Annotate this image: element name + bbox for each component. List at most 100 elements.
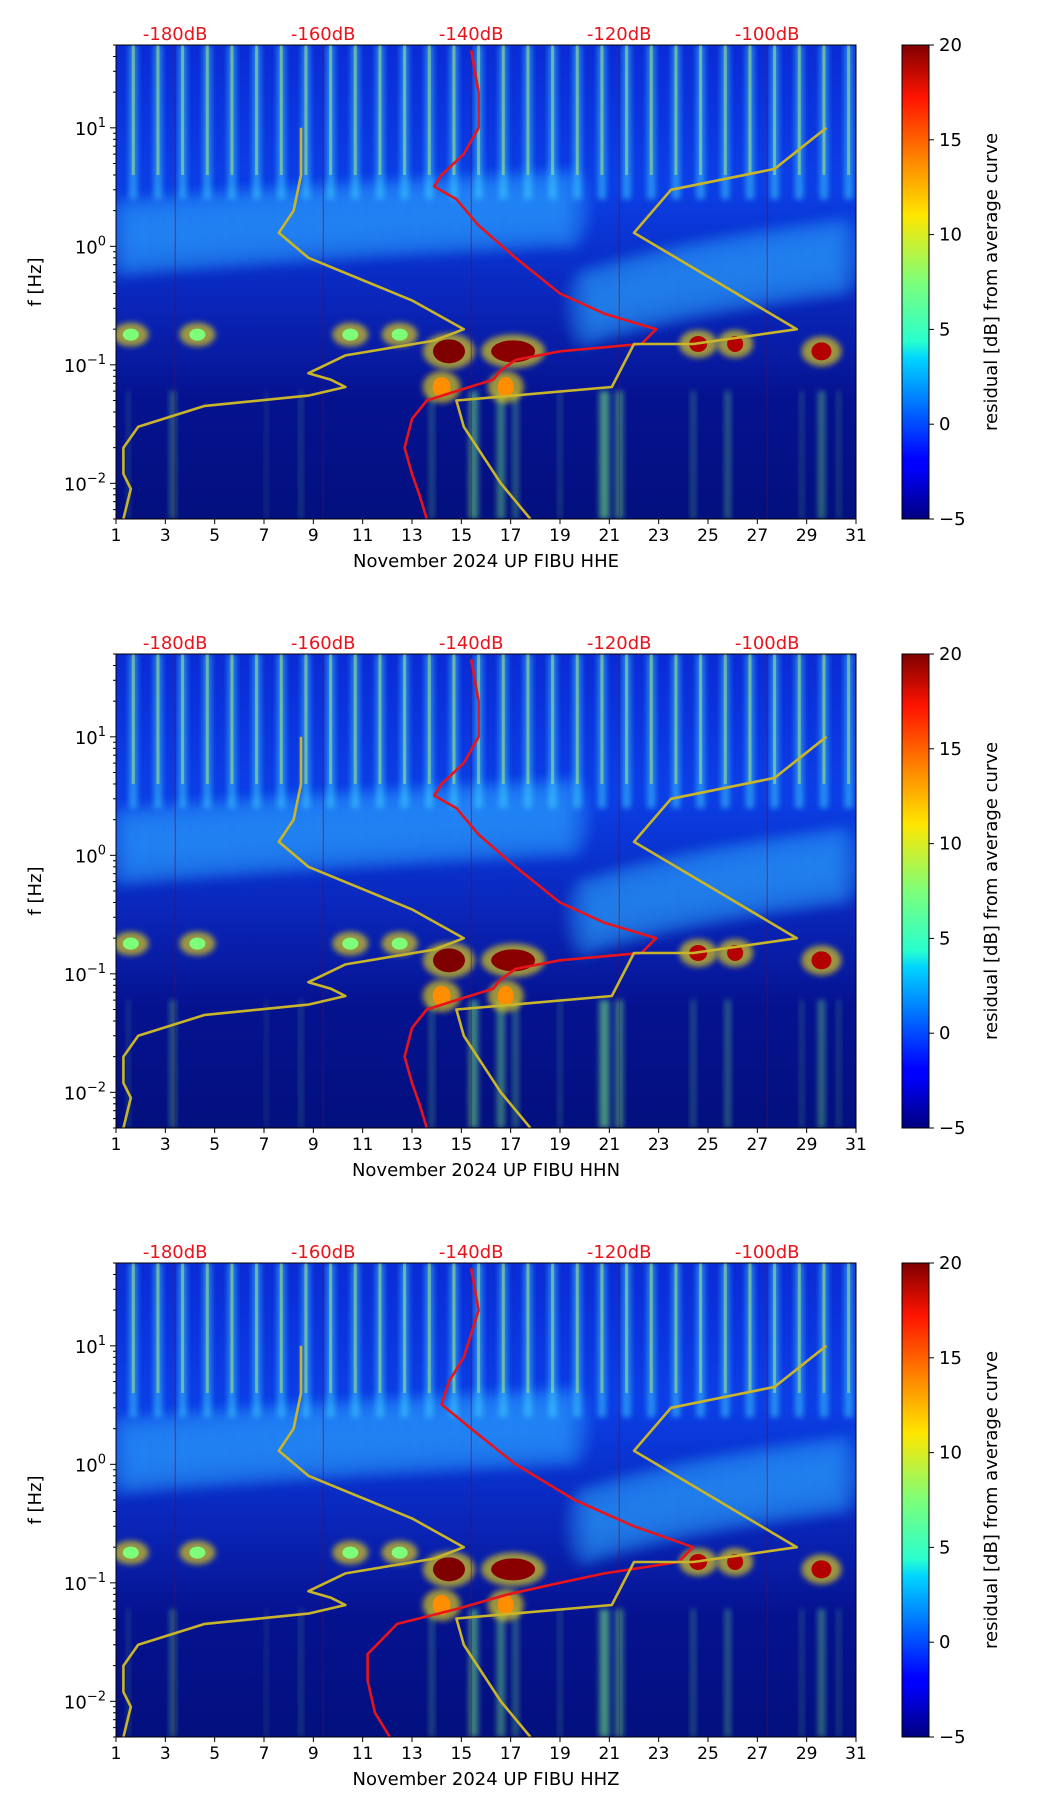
colorbar-tick-label: 20 xyxy=(939,1253,962,1274)
microseism-peak xyxy=(497,376,514,397)
db-scale-label: -180dB xyxy=(143,633,208,654)
daily-stripe xyxy=(745,1263,754,1418)
daily-stripe-core xyxy=(304,654,308,784)
daily-stripe-core xyxy=(773,654,777,784)
average-psd-curve xyxy=(403,50,658,519)
x-tick-label: 9 xyxy=(308,526,319,546)
daily-stripe-core xyxy=(378,1263,382,1393)
daily-stripe xyxy=(351,45,360,200)
x-tick-label: 5 xyxy=(209,1744,220,1764)
low-frequency-streak xyxy=(799,1000,804,1128)
daily-stripe-core xyxy=(452,654,456,784)
y-tick-label: 100 xyxy=(75,1452,106,1476)
spectrogram-area xyxy=(116,45,856,519)
daily-stripe xyxy=(622,654,631,809)
daily-stripe xyxy=(425,45,434,200)
daily-stripe xyxy=(597,45,606,200)
daily-stripe-core xyxy=(625,45,629,175)
spectrogram-area xyxy=(116,1263,856,1737)
low-frequency-streak xyxy=(558,1609,562,1737)
microseism-peak xyxy=(122,937,139,950)
colorbar-tick-label: 15 xyxy=(939,130,962,151)
average-psd-curve xyxy=(403,659,658,1128)
x-tick-label: 3 xyxy=(160,1135,171,1155)
daily-stripe-core xyxy=(501,1263,505,1393)
x-tick-label: 25 xyxy=(697,526,719,546)
daily-stripe xyxy=(745,654,754,809)
daily-stripe xyxy=(400,654,409,809)
x-tick-label: 11 xyxy=(352,1744,374,1764)
daily-stripe xyxy=(203,1263,212,1418)
daily-stripe-core xyxy=(822,45,826,175)
x-tick-label: 23 xyxy=(648,1744,670,1764)
x-tick-label: 27 xyxy=(747,526,769,546)
db-scale-label: -140dB xyxy=(439,24,504,45)
daily-stripe-core xyxy=(353,45,357,175)
x-tick-label: 7 xyxy=(259,526,270,546)
x-tick-label: 21 xyxy=(599,1135,621,1155)
daily-stripe xyxy=(153,654,162,809)
daily-stripe xyxy=(523,654,532,809)
daily-stripe-core xyxy=(600,1263,604,1393)
daily-stripe xyxy=(499,45,508,200)
x-tick-label: 15 xyxy=(451,1135,473,1155)
daily-stripe xyxy=(449,654,458,809)
daily-stripe-core xyxy=(797,45,801,175)
daily-stripe-core xyxy=(378,45,382,175)
low-frequency-streak xyxy=(264,1609,268,1737)
low-frequency-streak xyxy=(469,1609,479,1737)
daily-stripe xyxy=(819,1263,828,1418)
x-tick-label: 27 xyxy=(747,1135,769,1155)
daily-stripe xyxy=(721,1263,730,1418)
daily-stripe xyxy=(252,45,261,200)
daily-stripe-core xyxy=(156,45,160,175)
colorbar-tick-label: 5 xyxy=(939,319,950,340)
daily-stripe xyxy=(252,654,261,809)
daily-stripe xyxy=(499,1263,508,1418)
y-tick-label: 10−2 xyxy=(64,1080,106,1104)
daily-stripe-core xyxy=(847,654,851,784)
colorbar-tick-label: 15 xyxy=(939,739,962,760)
colorbar-label: residual [dB] from average curve xyxy=(981,1351,1002,1649)
noise-model-curve xyxy=(455,1344,828,1737)
microseism-peak xyxy=(342,937,359,950)
daily-stripe xyxy=(721,654,730,809)
daily-stripe-core xyxy=(205,45,209,175)
daily-stripe xyxy=(844,1263,853,1418)
x-tick-label: 29 xyxy=(796,1135,818,1155)
colorbar-tick-label: 15 xyxy=(939,1348,962,1369)
energy-band xyxy=(824,216,856,297)
daily-stripe-core xyxy=(181,45,185,175)
daily-stripe xyxy=(277,654,286,809)
microseism-peak xyxy=(189,328,206,341)
low-frequency-streak xyxy=(836,391,841,519)
x-tick-label: 17 xyxy=(500,1744,522,1764)
colorbar-tick-label: 5 xyxy=(939,1537,950,1558)
y-axis-label: f [Hz] xyxy=(25,257,46,306)
daily-stripe-core xyxy=(674,1263,678,1393)
daily-stripe xyxy=(622,1263,631,1418)
daily-stripe-core xyxy=(427,654,431,784)
daily-stripe xyxy=(178,1263,187,1418)
daily-stripe xyxy=(203,45,212,200)
low-frequency-streak xyxy=(724,1609,731,1737)
colorbar-tick-label: −5 xyxy=(939,1727,966,1748)
colorbar-tick-label: 20 xyxy=(939,35,962,56)
daily-stripe-core xyxy=(551,654,555,784)
daily-stripe xyxy=(153,1263,162,1418)
daily-stripe-core xyxy=(575,45,579,175)
daily-stripe-core xyxy=(526,45,530,175)
daily-stripe-core xyxy=(649,1263,653,1393)
low-frequency-streak xyxy=(264,391,268,519)
daily-stripe xyxy=(573,1263,582,1418)
x-tick-label: 13 xyxy=(401,526,423,546)
low-frequency-streak xyxy=(429,391,435,519)
db-scale-label: -140dB xyxy=(439,1242,504,1263)
daily-stripe xyxy=(474,1263,483,1418)
microseism-peak xyxy=(391,1546,408,1559)
daily-stripe xyxy=(227,654,236,809)
daily-stripe-core xyxy=(181,1263,185,1393)
low-frequency-streak xyxy=(126,1609,131,1737)
microseism-peak xyxy=(491,949,536,972)
